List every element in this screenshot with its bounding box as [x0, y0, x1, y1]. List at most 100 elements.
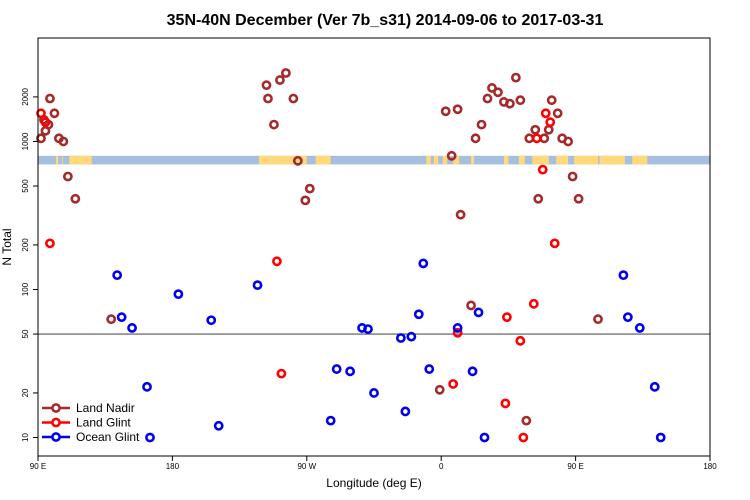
- data-point: [106, 314, 117, 325]
- plot-frame: [37, 37, 711, 457]
- x-tick-label: 90 E: [567, 462, 583, 471]
- data-point: [300, 195, 311, 206]
- land-segment: [433, 155, 439, 165]
- land-segment: [315, 155, 331, 165]
- legend-label: Land Glint: [76, 416, 131, 430]
- land-segment: [55, 155, 59, 165]
- land-segment: [453, 155, 460, 165]
- x-axis-label: Longitude (deg E): [326, 476, 421, 490]
- data-point: [363, 324, 373, 334]
- data-point: [263, 93, 273, 104]
- data-point: [304, 183, 315, 194]
- data-point: [36, 108, 46, 119]
- legend-item: Ocean Glint: [42, 430, 140, 444]
- legend-label: Ocean Glint: [76, 430, 140, 444]
- data-point: [345, 366, 356, 377]
- data-point: [563, 136, 574, 147]
- data-point: [545, 117, 556, 128]
- data-point: [173, 289, 184, 300]
- data-point: [518, 432, 529, 443]
- data-point: [482, 93, 493, 104]
- data-point: [406, 331, 417, 342]
- data-point: [206, 315, 217, 326]
- data-point: [500, 398, 511, 409]
- data-point: [455, 209, 466, 220]
- data-point: [395, 333, 406, 343]
- data-point: [655, 432, 666, 443]
- data-point: [452, 323, 463, 333]
- land-segment: [532, 155, 549, 165]
- y-tick-label: 50: [21, 329, 30, 338]
- land-segment: [518, 155, 525, 165]
- data-point: [325, 415, 336, 426]
- data-point: [269, 119, 279, 130]
- land-segment: [599, 155, 625, 165]
- data-point: [546, 95, 557, 106]
- data-point: [45, 238, 55, 249]
- x-axis: 90 E 180 90 W 0 90 E 180: [30, 456, 717, 471]
- data-point: [45, 93, 55, 104]
- chart-title: 35N-40N December (Ver 7b_s31) 2014-09-06…: [167, 12, 604, 29]
- data-point: [127, 323, 137, 333]
- data-point: [58, 136, 69, 147]
- legend-swatch-marker: [51, 432, 61, 442]
- land-segment: [426, 155, 431, 165]
- data-point: [446, 150, 457, 161]
- data-point: [531, 133, 542, 144]
- land-segment: [69, 155, 92, 165]
- data-point: [70, 193, 81, 204]
- land-segment: [503, 155, 509, 165]
- data-point: [567, 171, 578, 182]
- data-point: [552, 108, 563, 119]
- data-point: [62, 171, 73, 182]
- data-point: [424, 364, 435, 374]
- data-point: [331, 364, 342, 374]
- data-point: [634, 323, 645, 333]
- land-segment: [556, 155, 569, 165]
- series-land-glint: [36, 108, 560, 443]
- data-point: [280, 68, 291, 78]
- data-point: [292, 155, 303, 166]
- land-ocean-strip: [38, 155, 710, 165]
- data-point: [288, 93, 299, 104]
- x-tick-label: 0: [439, 462, 444, 471]
- data-point: [252, 280, 263, 291]
- data-point: [275, 75, 285, 85]
- data-point: [573, 193, 584, 204]
- data-point: [466, 300, 476, 311]
- ocean-band: [38, 155, 710, 165]
- data-point: [476, 119, 487, 130]
- data-point: [448, 379, 459, 389]
- data-point: [533, 193, 544, 204]
- data-point: [549, 238, 560, 249]
- x-tick-label: 180: [703, 462, 717, 471]
- x-tick-label: 180: [166, 462, 180, 471]
- data-point: [418, 258, 429, 269]
- x-tick-label: 90 E: [30, 462, 46, 471]
- data-point: [470, 133, 481, 144]
- data-point: [145, 432, 155, 443]
- data-point: [467, 366, 478, 377]
- data-point: [213, 420, 224, 431]
- data-point: [622, 312, 633, 323]
- y-axis: 10 20 50 100 200 500 1000 2000: [21, 87, 38, 442]
- data-point: [440, 106, 451, 117]
- x-tick-label: 90 W: [297, 462, 316, 471]
- data-point: [49, 108, 60, 119]
- data-point: [452, 327, 463, 338]
- data-points: [36, 68, 666, 443]
- data-point: [261, 80, 272, 91]
- data-point: [510, 72, 521, 83]
- series-land-nadir: [36, 68, 603, 426]
- y-tick-label: 1000: [21, 132, 30, 150]
- data-point: [112, 270, 123, 281]
- legend-label: Land Nadir: [76, 401, 135, 415]
- y-tick-label: 200: [21, 238, 30, 252]
- data-point: [272, 256, 282, 267]
- data-point: [537, 164, 548, 175]
- land-segment: [632, 155, 648, 165]
- legend-swatch-marker: [51, 403, 61, 413]
- series-ocean-glint: [112, 258, 666, 443]
